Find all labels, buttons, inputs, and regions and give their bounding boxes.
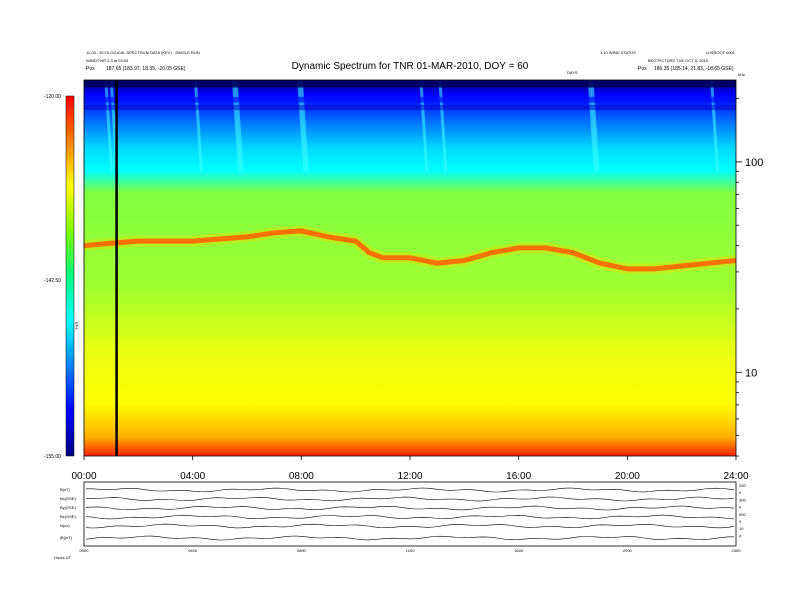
bottom-right-tick-label: 0 [739, 505, 742, 510]
spectrogram-streak [299, 80, 309, 172]
bottom-row-label: N(cc) [60, 523, 70, 528]
spectrogram-streak [297, 80, 307, 172]
y-axis: 100 10 [736, 98, 763, 457]
bottom-panel: B(nT) Bx(GSE) By(GSE) Bz(GSE) N(cc) |B|(nT) 25… [54, 481, 746, 560]
bottom-x-tick-label: 2400 [732, 548, 742, 553]
spectrogram-streak [710, 80, 720, 172]
bottom-panel-frame [83, 481, 737, 547]
colorbar [65, 95, 75, 457]
x-tick-label: 12:00 [397, 471, 422, 482]
bottom-x-tick-label: 0800 [297, 548, 307, 553]
bottom-row-label: Bx(GSE) [60, 496, 76, 501]
right-pos-label: Pos [638, 66, 647, 72]
bottom-x-tick-label: 2000 [623, 548, 633, 553]
left-header-line-2: WIND/TNR 2.3 at 03:00 [86, 58, 129, 63]
left-header-line-1: 11-03 - ECOLOGICAL SPECTRUM DATA (KEV) -… [86, 50, 200, 55]
x-tick-label: 16:00 [506, 471, 531, 482]
x-tick-label: 24:00 [723, 471, 748, 482]
bottom-row-trace [86, 487, 735, 493]
bottom-footer-label: Hours UT [54, 555, 72, 560]
bottom-right-tick-label: 0 [739, 519, 742, 524]
bottom-x-tick-label: 1200 [406, 548, 416, 553]
x-tick-label: 00:00 [71, 471, 96, 482]
spectrogram-streak [231, 80, 241, 172]
bottom-right-tick-label: 0 [739, 490, 742, 495]
spectrogram-band [84, 96, 736, 103]
bottom-x-tick-label: 0400 [188, 548, 198, 553]
spectrogram-streak [438, 80, 448, 172]
spectrogram-streak [587, 80, 597, 172]
right-header-line-1: 1.10 WIND STATUS [600, 50, 636, 55]
colorbar-top-label: -120.00 [44, 94, 61, 100]
bottom-row-trace [85, 505, 735, 511]
x-axis: 00:00 04:00 08:00 12:00 16:00 20:00 24:00 [71, 456, 749, 482]
spectrogram-streak [419, 80, 429, 172]
plasma-line-trace [84, 228, 736, 272]
bottom-right-tick-label: 250 [739, 483, 746, 488]
chart-title: Dynamic Spectrum for TNR 01-MAR-2010, DO… [292, 61, 529, 72]
bottom-right-tick-label: 10 [739, 526, 744, 531]
colorbar-unit-label: TNR [74, 322, 79, 330]
spectrogram-band [84, 104, 736, 111]
bottom-x-tick-label: 1600 [514, 548, 524, 553]
x-tick-label: 08:00 [289, 471, 314, 482]
spectrogram-streak [590, 80, 600, 172]
x-tick-label: 20:00 [615, 471, 640, 482]
spectrogram [84, 80, 736, 456]
right-pos-value: 186.35 (185.14, 21.83, -18.65 GSE) [654, 66, 734, 72]
spectrogram-streak [104, 80, 114, 172]
spectrogram-streak [193, 80, 203, 172]
left-pos-value: 187.65 (183.97, 18.35, -20.05 GSE) [106, 66, 186, 72]
bottom-row-label: By(GSE) [60, 505, 76, 510]
right-header-line-2: BEG PICTURE TUE OCT 5, 2010 [648, 58, 709, 63]
mid-small-label: DAYS [567, 70, 578, 75]
colorbar-mid-label: -142.50 [44, 278, 61, 284]
x-tick-label: 04:00 [180, 471, 205, 482]
bottom-row-trace [85, 535, 735, 541]
hz-unit-label: kHz [738, 72, 745, 77]
bottom-row-trace [85, 523, 735, 529]
spectrogram-band [84, 80, 736, 88]
plasma-line-glow [84, 225, 736, 275]
right-header-corner: LUSROOT 0001 [706, 50, 736, 55]
bottom-row-label: |B|(nT) [60, 535, 73, 540]
left-pos-label: Pos [86, 66, 95, 72]
bottom-right-tick-label: 300 [739, 497, 746, 502]
bottom-row-label: Bz(GSE) [60, 514, 76, 519]
bottom-row-trace [85, 514, 735, 520]
bottom-x-tick-label: 0000 [80, 548, 90, 553]
spectrogram-streak [234, 80, 244, 172]
bottom-row-label: B(nT) [60, 487, 71, 492]
colorbar-bottom-label: -155.00 [44, 454, 61, 460]
bottom-right-tick-label: 0 [739, 533, 742, 538]
y-tick-label: 100 [745, 157, 763, 169]
y-tick-label: 10 [745, 367, 757, 379]
bottom-row-trace [85, 496, 735, 502]
bottom-right-tick-label: 500 [739, 512, 746, 517]
